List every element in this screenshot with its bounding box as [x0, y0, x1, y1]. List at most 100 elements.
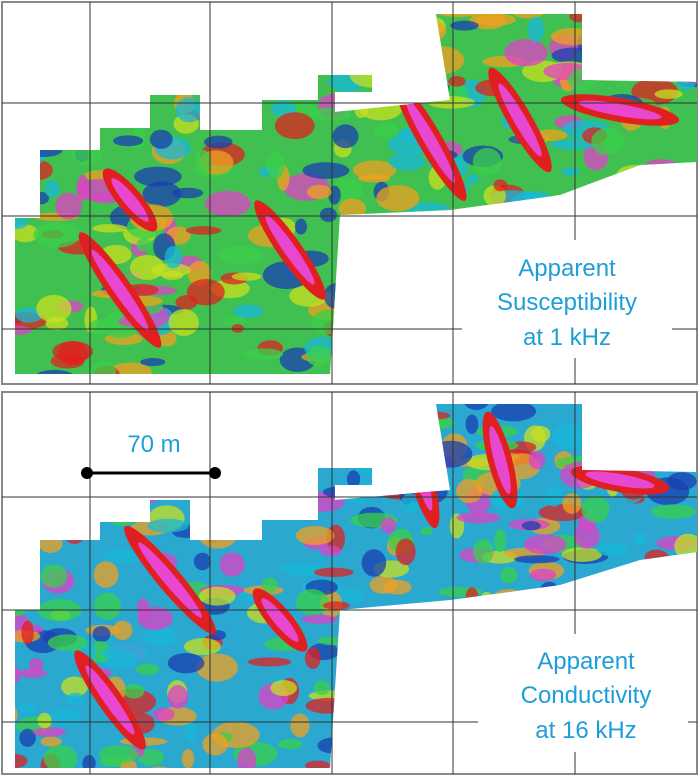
anomaly: [527, 16, 545, 43]
anomaly: [313, 680, 331, 695]
anomaly: [504, 39, 548, 67]
anomaly: [136, 598, 150, 618]
anomaly: [186, 278, 225, 306]
anomaly: [498, 83, 542, 157]
anomaly: [140, 358, 166, 367]
anomaly: [36, 294, 72, 323]
anomaly: [514, 555, 560, 564]
anomaly: [35, 369, 74, 374]
anomaly: [463, 404, 490, 410]
anomaly: [404, 97, 456, 183]
anomaly: [388, 152, 426, 171]
anomaly: [435, 14, 482, 17]
anomaly: [374, 123, 399, 138]
anomaly: [247, 657, 292, 667]
anomaly: [490, 404, 537, 422]
anomaly: [552, 422, 585, 450]
anomaly: [561, 547, 603, 562]
anomaly: [138, 542, 202, 618]
anomaly: [134, 166, 182, 187]
anomaly: [61, 676, 89, 697]
anomaly: [111, 178, 149, 222]
anomaly: [15, 753, 28, 768]
anomaly: [147, 518, 189, 533]
anomaly: [184, 720, 197, 742]
anomaly: [401, 492, 420, 514]
scale-bar-end: [209, 467, 221, 479]
anomaly: [562, 493, 582, 514]
anomaly: [167, 685, 189, 709]
anomaly: [500, 567, 518, 584]
anomaly: [90, 361, 117, 374]
anomaly: [528, 450, 546, 470]
anomaly: [149, 129, 173, 149]
anomaly: [92, 626, 111, 643]
anomaly: [129, 254, 165, 280]
anomaly: [318, 636, 343, 646]
anomaly: [493, 529, 507, 553]
anomaly: [152, 707, 175, 721]
anomaly: [242, 348, 284, 360]
anomaly: [33, 222, 80, 248]
anomaly: [135, 663, 160, 676]
panel-label: Apparent: [518, 255, 616, 282]
anomaly: [15, 325, 32, 335]
anomaly: [346, 470, 361, 489]
anomaly: [184, 638, 221, 656]
anomaly: [472, 147, 502, 176]
anomaly: [465, 414, 479, 435]
scale-bar-end: [81, 467, 93, 479]
anomaly: [164, 245, 183, 269]
anomaly: [28, 658, 44, 672]
anomaly: [450, 20, 479, 31]
anomaly: [456, 478, 483, 504]
anomaly: [44, 179, 60, 198]
anomaly: [15, 216, 29, 230]
anomaly: [277, 738, 303, 750]
anomaly: [581, 495, 610, 523]
anomaly: [544, 486, 564, 507]
anomaly: [233, 304, 264, 319]
anomaly: [198, 586, 236, 606]
anomaly: [202, 733, 229, 756]
anomaly: [219, 552, 245, 577]
anomaly: [123, 684, 145, 699]
anomaly: [573, 523, 600, 549]
anomaly: [161, 270, 184, 280]
anomaly: [561, 167, 580, 176]
anomaly: [523, 534, 567, 555]
anomaly: [551, 139, 595, 150]
anomaly: [358, 174, 391, 183]
anomaly: [17, 668, 47, 678]
anomaly: [380, 517, 397, 534]
anomaly: [46, 708, 82, 726]
anomaly: [270, 680, 297, 696]
anomaly: [101, 645, 150, 662]
anomaly: [237, 747, 257, 768]
anomaly: [304, 760, 331, 768]
anomaly: [597, 542, 629, 557]
anomaly: [204, 135, 233, 149]
anomaly: [319, 207, 337, 223]
anomaly: [181, 748, 195, 768]
anomaly: [144, 627, 177, 647]
anomaly: [40, 564, 68, 588]
anomaly: [112, 620, 133, 641]
panel-label: Apparent: [537, 648, 635, 675]
anomaly: [113, 135, 144, 147]
anomaly: [204, 190, 251, 217]
anomaly: [17, 703, 36, 714]
anomaly: [40, 736, 62, 747]
anomaly: [302, 162, 350, 179]
anomaly: [82, 754, 96, 768]
anomaly: [194, 149, 212, 174]
anomaly: [120, 758, 138, 768]
anomaly: [280, 562, 325, 577]
anomaly: [231, 323, 245, 333]
anomaly: [43, 744, 78, 768]
anomaly: [66, 692, 85, 705]
anomaly: [262, 577, 278, 594]
anomaly: [136, 237, 152, 252]
anomaly: [142, 181, 182, 207]
anomaly: [98, 745, 139, 764]
